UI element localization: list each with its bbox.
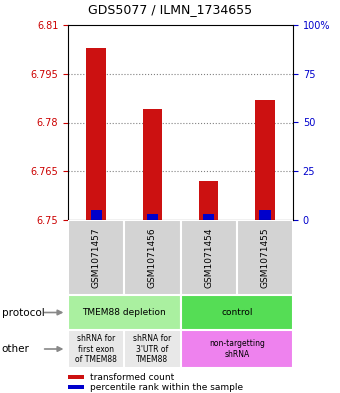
FancyBboxPatch shape [68,295,181,330]
Text: GSM1071456: GSM1071456 [148,227,157,288]
Text: protocol: protocol [2,307,45,318]
Bar [142,110,162,220]
Text: GSM1071455: GSM1071455 [260,227,269,288]
FancyBboxPatch shape [181,295,293,330]
Bar [259,210,271,220]
Text: shRNA for
first exon
of TMEM88: shRNA for first exon of TMEM88 [75,334,117,364]
FancyBboxPatch shape [124,330,181,368]
Text: non-targetting
shRNA: non-targetting shRNA [209,339,265,359]
Text: GDS5077 / ILMN_1734655: GDS5077 / ILMN_1734655 [88,3,252,16]
Text: transformed count: transformed count [90,373,175,382]
FancyBboxPatch shape [237,220,293,295]
Bar [203,213,214,220]
FancyBboxPatch shape [181,220,237,295]
FancyBboxPatch shape [68,220,124,295]
FancyBboxPatch shape [68,330,124,368]
FancyBboxPatch shape [181,330,293,368]
Text: percentile rank within the sample: percentile rank within the sample [90,382,244,391]
FancyBboxPatch shape [124,220,181,295]
Bar [68,385,84,389]
Text: GSM1071454: GSM1071454 [204,227,213,288]
Text: control: control [221,308,253,317]
Bar [199,181,219,220]
Text: other: other [2,344,30,354]
Bar [68,375,84,379]
Text: shRNA for
3'UTR of
TMEM88: shRNA for 3'UTR of TMEM88 [133,334,171,364]
Bar [255,100,275,220]
Bar [147,213,158,220]
Bar [90,210,102,220]
Bar [86,48,106,220]
Text: GSM1071457: GSM1071457 [91,227,101,288]
Text: TMEM88 depletion: TMEM88 depletion [82,308,166,317]
